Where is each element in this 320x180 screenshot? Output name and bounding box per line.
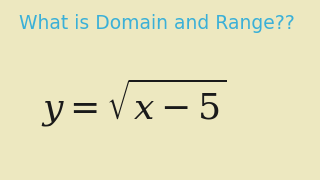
Text: What is Domain and Range??: What is Domain and Range??	[19, 14, 295, 33]
Text: $y = \sqrt{x-5}$: $y = \sqrt{x-5}$	[42, 76, 227, 129]
